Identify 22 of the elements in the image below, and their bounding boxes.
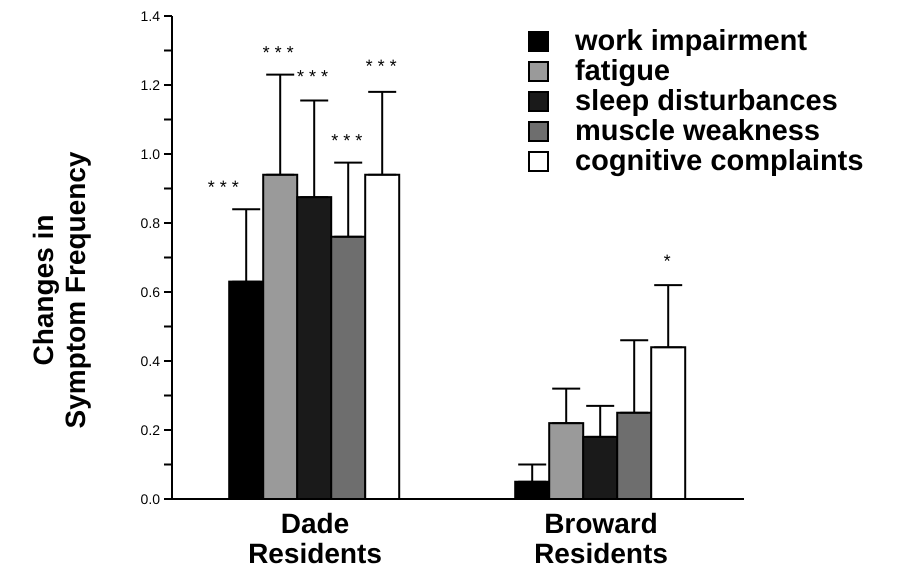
- annotation: ***: [366, 56, 402, 76]
- annotation: ***: [262, 42, 299, 63]
- legend-label: sleep disturbances: [575, 85, 838, 117]
- annotation: ***: [208, 177, 244, 198]
- y-tick-label: 0.2: [140, 422, 160, 438]
- x-tick-label: Broward Residents: [534, 508, 668, 569]
- y-axis-title: Changes in Symptom Frequency: [28, 152, 92, 428]
- legend-label: muscle weakness: [575, 115, 820, 147]
- y-tick-label: 0.4: [140, 353, 160, 369]
- annotation: *: [664, 251, 676, 272]
- legend-label: work impairment: [575, 25, 808, 57]
- y-tick-label: 0.0: [140, 491, 160, 507]
- y-tick-label: 1.2: [140, 77, 160, 93]
- y-tick-label: 0.6: [140, 284, 160, 300]
- annotation: ***: [296, 66, 334, 87]
- annotation: ***: [331, 130, 368, 151]
- x-tick-label: Dade Residents: [248, 508, 382, 569]
- legend-label: fatigue: [575, 55, 670, 87]
- y-tick-label: 0.8: [140, 215, 160, 231]
- y-tick-label: 1.4: [140, 8, 160, 24]
- y-tick-label: 1.0: [140, 146, 160, 162]
- legend-label: cognitive complaints: [575, 145, 864, 177]
